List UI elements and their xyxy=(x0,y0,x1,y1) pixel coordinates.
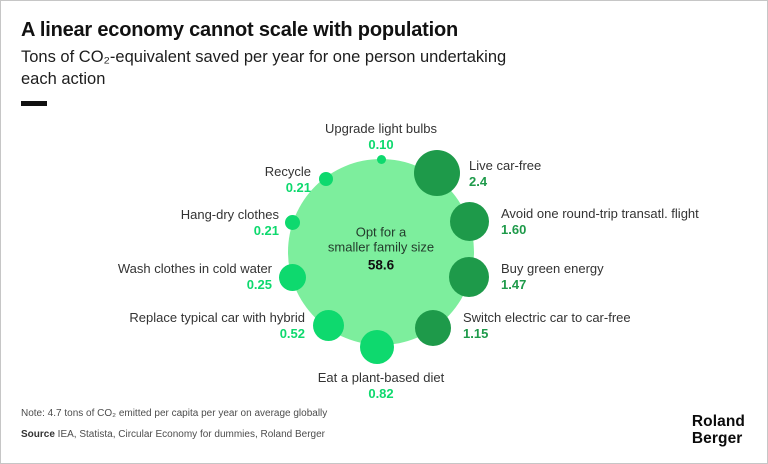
label-live-car-free: Live car-free 2.4 xyxy=(469,158,542,189)
bubble-value-text: 2.4 xyxy=(469,173,488,189)
bubble-label-text: Recycle xyxy=(264,164,311,179)
center-bubble-label-line: smaller family size xyxy=(327,240,435,256)
bubble-label-text: Buy green energy xyxy=(501,261,604,276)
center-bubble-label: Opt for a smaller family size 58.6 xyxy=(328,225,434,274)
label-avoid-transatl-flight: Avoid one round-trip transatl. flight 1.6… xyxy=(501,206,699,237)
bubble-value-text: 1.15 xyxy=(463,325,489,341)
bubble-upgrade-light-bulbs xyxy=(376,154,386,164)
bubble-hang-dry-clothes xyxy=(284,214,300,230)
bubble-value-text: 0.25 xyxy=(246,276,272,292)
page-subtitle: Tons of CO₂-equivalent saved per year fo… xyxy=(21,48,507,88)
bubble-label-text: Hang-dry clothes xyxy=(180,207,279,222)
bubble-value-text: 0.21 xyxy=(285,179,311,195)
label-wash-clothes-cold: Wash clothes in cold water 0.25 xyxy=(117,261,272,292)
label-upgrade-light-bulbs: Upgrade light bulbs 0.10 xyxy=(324,121,438,152)
bubble-label-text: Wash clothes in cold water xyxy=(117,261,272,276)
page-title: A linear economy cannot scale with popul… xyxy=(21,19,458,41)
chart-header: A linear economy cannot scale with popul… xyxy=(21,17,561,106)
bubble-value-text: 0.82 xyxy=(368,385,394,401)
logo-line-1: Roland xyxy=(691,413,745,430)
label-buy-green-energy: Buy green energy 1.47 xyxy=(501,261,604,292)
bubble-value-text: 0.10 xyxy=(368,136,394,152)
bubble-value-text: 0.52 xyxy=(279,325,305,341)
bubble-switch-electric-carfree xyxy=(415,310,451,346)
roland-berger-logo: Roland Berger xyxy=(692,414,745,447)
bubble-value-text: 1.60 xyxy=(501,221,527,237)
bubble-label-text: Eat a plant-based diet xyxy=(317,370,445,385)
source-line: Source IEA, Statista, Circular Economy f… xyxy=(21,429,325,440)
bubble-label-text: Avoid one round-trip transatl. flight xyxy=(501,206,699,221)
bubble-recycle xyxy=(319,172,333,186)
label-replace-car-hybrid: Replace typical car with hybrid 0.52 xyxy=(129,310,305,341)
label-eat-plant-based: Eat a plant-based diet 0.82 xyxy=(317,370,445,401)
note-text: Note: 4.7 tons of CO₂ emitted per capita… xyxy=(21,408,328,419)
bubble-value-text: 1.47 xyxy=(501,276,527,292)
bubble-label-text: Replace typical car with hybrid xyxy=(129,310,305,325)
logo-line-2: Berger xyxy=(691,429,743,447)
bubble-live-car-free xyxy=(414,150,460,196)
source-text: IEA, Statista, Circular Economy for dumm… xyxy=(54,429,326,440)
label-recycle: Recycle 0.21 xyxy=(264,164,311,195)
bubble-value-text: 0.21 xyxy=(253,222,279,238)
bubble-label-text: Switch electric car to car-free xyxy=(463,310,631,325)
bubble-eat-plant-based xyxy=(360,330,394,364)
center-bubble-label-line: Opt for a xyxy=(355,224,407,240)
bubble-buy-green-energy xyxy=(449,257,489,297)
bubble-avoid-transatl-flight xyxy=(449,201,489,241)
bubble-replace-car-hybrid xyxy=(312,309,344,341)
label-hang-dry-clothes: Hang-dry clothes 0.21 xyxy=(180,207,279,238)
bubble-label-text: Live car-free xyxy=(469,158,542,173)
label-switch-electric-carfree: Switch electric car to car-free 1.15 xyxy=(463,310,631,341)
source-label: Source xyxy=(21,429,55,440)
bubble-wash-clothes-cold xyxy=(278,263,306,291)
center-bubble-value: 58.6 xyxy=(367,257,395,273)
title-dash xyxy=(21,100,47,106)
bubble-label-text: Upgrade light bulbs xyxy=(324,121,438,136)
